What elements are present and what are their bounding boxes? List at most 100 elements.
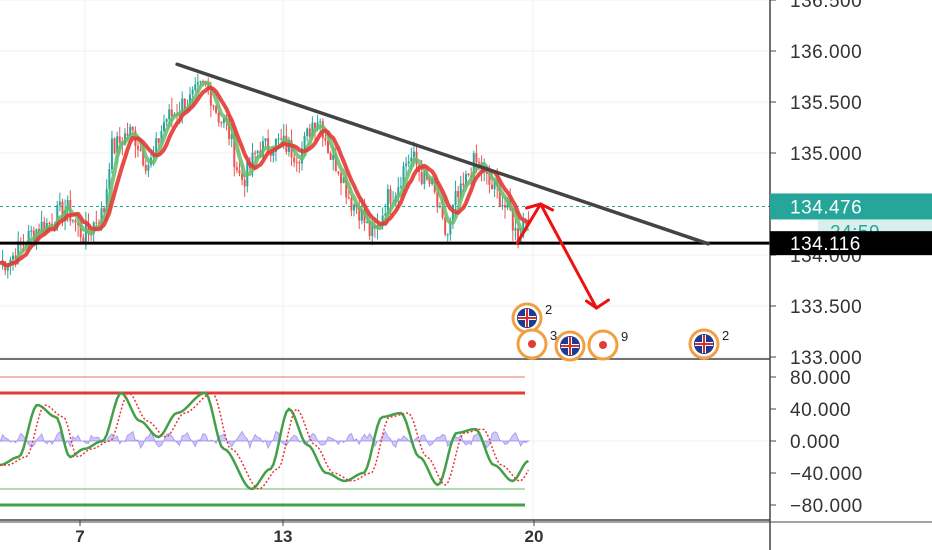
candle-body	[313, 122, 316, 129]
y-tick-label: 135.500	[790, 93, 862, 114]
y-tick-label: 136.500	[790, 0, 862, 12]
candle-body	[56, 205, 59, 229]
candle-body	[209, 88, 212, 106]
event-marker[interactable]: 3	[516, 328, 557, 360]
candle-body	[280, 138, 283, 140]
candle-body	[40, 221, 43, 234]
event-markers[interactable]: 2 3 9 2	[511, 302, 729, 362]
candle-body	[423, 171, 426, 185]
candle-body	[436, 192, 439, 208]
moving-averages	[0, 80, 530, 268]
event-marker[interactable]: 2	[511, 302, 552, 334]
candle-body	[194, 84, 197, 90]
candle-body	[342, 176, 345, 183]
drawings	[0, 62, 770, 310]
candle-body	[95, 222, 98, 224]
candle-body	[79, 224, 82, 238]
candle-body	[241, 173, 244, 180]
event-marker[interactable]: 9	[587, 329, 628, 361]
y-tick-label: 133.000	[790, 348, 862, 369]
candle-body	[381, 215, 384, 227]
candle-body	[129, 126, 132, 136]
candle-body	[212, 105, 215, 107]
candle-body	[514, 228, 517, 231]
candle-body	[399, 186, 402, 188]
candle-body	[293, 157, 296, 163]
event-count: 9	[621, 329, 628, 344]
candle-body	[58, 201, 61, 206]
candle-body	[410, 157, 413, 162]
osc-signal-line	[0, 392, 530, 490]
candle-body	[136, 145, 139, 150]
candle-body	[459, 183, 462, 198]
candle-body	[368, 222, 371, 236]
candle-body	[155, 138, 158, 154]
candle-body	[475, 153, 478, 163]
candle-body	[462, 183, 465, 186]
candle-body	[202, 80, 205, 82]
candle-body	[61, 201, 64, 219]
candle-body	[196, 82, 199, 85]
y-tick-label: 136.000	[790, 42, 862, 63]
y-tick-label: 135.000	[790, 144, 862, 165]
candle-body	[233, 134, 236, 168]
candle-body	[264, 138, 267, 142]
candle-body	[457, 191, 460, 198]
candle-body	[498, 186, 501, 207]
candle-body	[220, 122, 223, 124]
candle-body	[493, 180, 496, 190]
candle-body	[254, 152, 257, 154]
candle-body	[103, 208, 106, 213]
candle-body	[230, 134, 233, 140]
event-marker[interactable]	[554, 330, 586, 362]
candle-body	[334, 154, 337, 172]
sma-slow-line	[0, 85, 530, 268]
candle-body	[215, 105, 218, 113]
event-dot	[599, 341, 607, 349]
candle-body	[345, 176, 348, 198]
candle-body	[511, 209, 514, 231]
candle-body	[116, 136, 119, 153]
arrow-head-up	[525, 202, 555, 212]
candle-body	[340, 173, 343, 183]
candle-body	[389, 189, 392, 204]
candle-body	[181, 98, 184, 113]
candle-body	[108, 169, 111, 190]
oscillator-panel	[0, 376, 770, 507]
candle-body	[501, 204, 504, 207]
osc-main-line	[0, 391, 529, 491]
candle-body	[43, 221, 46, 233]
x-tick-label: 20	[525, 527, 544, 546]
event-dot	[528, 340, 536, 348]
candle-body	[256, 151, 259, 154]
candle-body	[306, 128, 309, 137]
trendline	[175, 62, 711, 246]
candle-body	[170, 109, 173, 117]
candle-body	[110, 138, 113, 170]
candle-body	[243, 179, 246, 187]
candle-body	[82, 237, 85, 242]
candle-body	[217, 112, 220, 123]
candle-body	[282, 135, 285, 140]
arrow-head	[584, 298, 610, 310]
candle-body	[303, 136, 306, 149]
candle-body	[298, 162, 301, 164]
event-marker[interactable]: 2	[688, 328, 729, 360]
candle-body	[308, 128, 311, 137]
osc-tick-label: −80.000	[790, 496, 863, 517]
candle-body	[446, 234, 449, 236]
grid	[0, 0, 932, 523]
candle-body	[238, 170, 241, 174]
candle-body	[277, 138, 280, 140]
osc-tick-label: 0.000	[790, 432, 840, 453]
candle-body	[113, 138, 116, 153]
osc-band	[0, 430, 531, 450]
candle-body	[27, 230, 30, 246]
candle-body	[168, 109, 171, 120]
candle-body	[350, 198, 353, 211]
candle-body	[235, 167, 238, 171]
candle-body	[449, 221, 452, 235]
candle-body	[147, 165, 150, 171]
axes: 133.000133.500134.000135.000135.500136.0…	[75, 0, 862, 550]
candle-body	[332, 154, 335, 160]
